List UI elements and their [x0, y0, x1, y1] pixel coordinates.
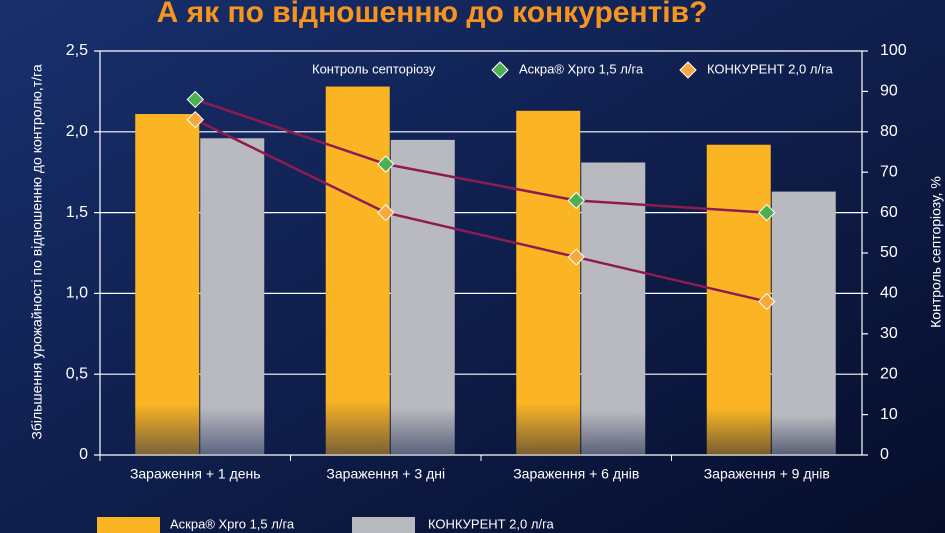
- y2-tick-label: 100: [880, 42, 907, 59]
- marker: [186, 110, 204, 129]
- bar: [200, 138, 265, 455]
- marker: [186, 90, 204, 109]
- bar: [325, 86, 390, 455]
- chart-title: А як по відношенню до конкурентів?: [157, 0, 708, 29]
- bar: [771, 191, 836, 456]
- x-tick-label: Зараження + 9 днів: [704, 466, 830, 482]
- marker: [377, 155, 395, 173]
- y-tick-label: 2,0: [66, 123, 88, 140]
- y-axis-label: Збільшення урожайності по відношенню до …: [29, 64, 45, 440]
- y-tick-label: 1,0: [66, 285, 88, 302]
- marker: [567, 191, 585, 210]
- marker: [758, 203, 776, 222]
- bar: [135, 114, 200, 456]
- legend-swatch: [352, 517, 415, 533]
- marker: [758, 292, 776, 311]
- y2-tick-label: 0: [880, 446, 889, 463]
- line: [194, 118, 768, 303]
- legend-label: Аскра® Xpro 1,5 л/га: [519, 61, 644, 76]
- y2-tick-label: 60: [880, 204, 898, 221]
- x-tick-label: Зараження + 1 день: [130, 466, 261, 482]
- bar: [516, 110, 581, 456]
- legend-label: Аскра® Xpro 1,5 л/га: [170, 516, 295, 531]
- y2-tick-label: 20: [880, 365, 898, 382]
- y-tick-label: 0,5: [66, 365, 88, 382]
- y2-tick-label: 80: [880, 123, 898, 140]
- y2-axis-label: Контроль септоріозу, %: [928, 176, 944, 328]
- y2-tick-label: 30: [880, 325, 898, 342]
- x-tick-label: Зараження + 3 дні: [326, 466, 445, 482]
- legend-label: КОНКУРЕНТ 2,0 л/га: [428, 516, 555, 531]
- bar: [581, 162, 646, 455]
- legend-marker: [679, 61, 697, 79]
- legend-label: КОНКУРЕНТ 2,0 л/га: [707, 61, 834, 76]
- y2-tick-label: 70: [880, 163, 898, 180]
- line-legend-title: Контроль септоріозу: [312, 61, 436, 76]
- legend-marker: [491, 61, 509, 79]
- y-tick-label: 0: [79, 446, 88, 463]
- y2-tick-label: 50: [880, 244, 898, 261]
- marker: [377, 203, 395, 222]
- marker: [567, 248, 585, 266]
- bar: [390, 139, 455, 455]
- y2-tick-label: 10: [880, 406, 898, 423]
- y2-tick-label: 40: [880, 285, 898, 302]
- x-tick-label: Зараження + 6 днів: [513, 466, 639, 482]
- y-tick-label: 1,5: [66, 204, 88, 221]
- y2-tick-label: 90: [880, 83, 898, 100]
- y-tick-label: 2,5: [66, 42, 88, 59]
- legend-swatch: [97, 517, 160, 533]
- line: [194, 98, 767, 214]
